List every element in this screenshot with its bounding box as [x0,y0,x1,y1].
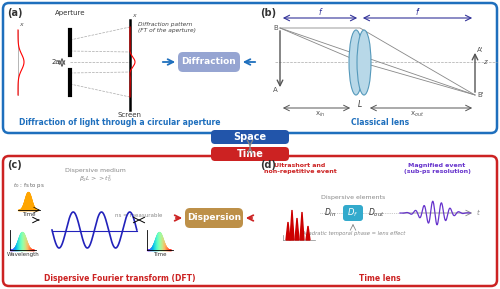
Polygon shape [306,226,310,240]
Text: f': f' [415,8,420,17]
Text: $D_f$: $D_f$ [348,207,358,219]
Text: L: L [358,100,362,109]
Ellipse shape [349,30,363,95]
Text: Time: Time [22,212,36,217]
Text: Space: Space [234,132,266,142]
Polygon shape [300,212,304,240]
Polygon shape [290,210,294,240]
Text: (b): (b) [260,8,276,18]
Text: Screen: Screen [118,112,142,118]
Text: Diffraction pattern
(FT of the aperture): Diffraction pattern (FT of the aperture) [138,22,196,33]
Text: Time: Time [153,252,167,257]
Text: B': B' [477,92,484,98]
FancyBboxPatch shape [185,208,243,228]
Text: $\beta_2 L >> t_0^2$: $\beta_2 L >> t_0^2$ [78,173,112,184]
Text: $D_{out}$: $D_{out}$ [368,207,384,219]
Text: t: t [477,210,480,216]
Text: Time lens: Time lens [359,274,401,283]
FancyBboxPatch shape [178,52,240,72]
Text: Dispersive elements: Dispersive elements [321,195,385,200]
Text: Dispersive medium: Dispersive medium [64,168,126,173]
Text: x$_{out}$: x$_{out}$ [410,110,424,119]
Text: Time: Time [236,149,264,159]
Polygon shape [295,218,299,240]
Text: Aperture: Aperture [55,10,85,16]
Text: x$_{in}$: x$_{in}$ [315,110,325,119]
Text: Magnified event
(sub-ps resolution): Magnified event (sub-ps resolution) [404,163,470,174]
Text: Ultrashort and
non-repetitive event: Ultrashort and non-repetitive event [264,163,336,174]
Text: Wavelength: Wavelength [6,252,40,257]
Text: A: A [273,87,278,93]
Text: x: x [132,13,136,18]
FancyBboxPatch shape [343,205,363,221]
Text: Dispersion: Dispersion [187,214,241,223]
Text: (a): (a) [7,8,22,18]
Text: z: z [483,59,486,65]
Text: Diffraction of light through a circular aperture: Diffraction of light through a circular … [19,118,221,127]
Text: f: f [318,8,322,17]
Text: 2a: 2a [52,59,60,65]
Text: (d): (d) [260,160,276,170]
Polygon shape [286,222,290,240]
FancyBboxPatch shape [211,130,289,144]
Text: Dispersive Fourier transform (DFT): Dispersive Fourier transform (DFT) [44,274,196,283]
Text: Quadratic temporal phase = lens effect: Quadratic temporal phase = lens effect [301,231,405,236]
FancyBboxPatch shape [211,147,289,161]
Text: x: x [19,22,23,27]
Text: A': A' [477,47,484,53]
Text: B: B [273,25,278,31]
Text: ns = measurable: ns = measurable [116,213,162,218]
Text: $t_0$ : fs to ps: $t_0$ : fs to ps [13,181,45,190]
Text: Diffraction: Diffraction [182,58,236,66]
Text: $D_{in}$: $D_{in}$ [324,207,336,219]
Ellipse shape [357,30,371,95]
Text: Classical lens: Classical lens [351,118,409,127]
Text: (c): (c) [7,160,22,170]
